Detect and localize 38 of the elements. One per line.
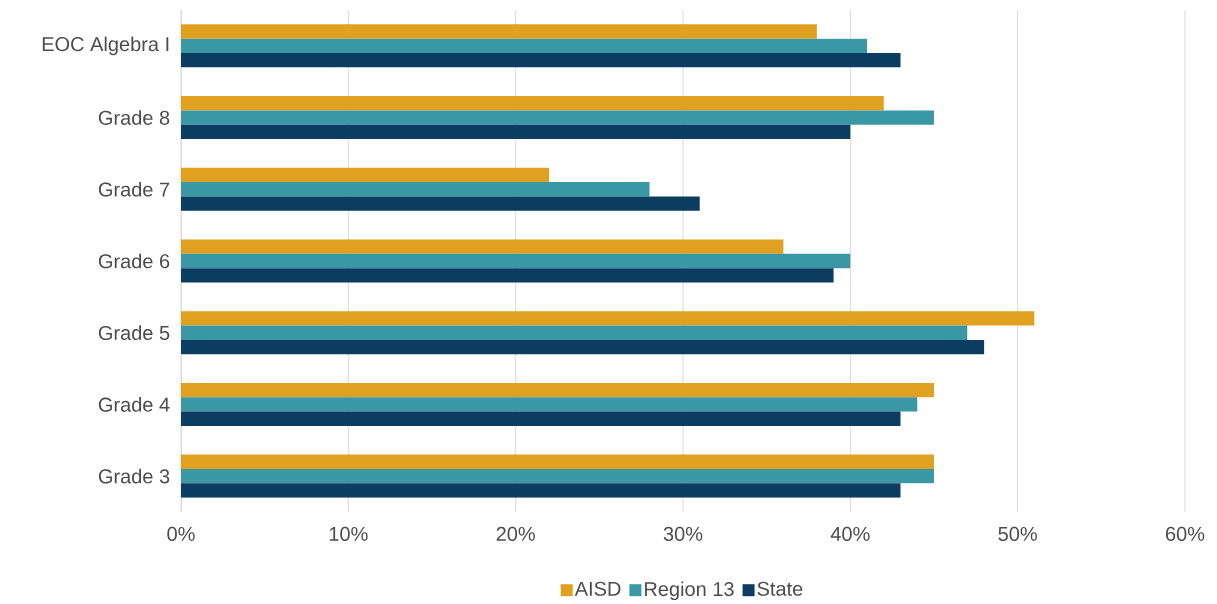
x-tick-label: 20%	[496, 526, 535, 542]
bar	[181, 96, 884, 111]
x-tick-label: 0%	[167, 526, 195, 542]
x-tick-label: 10%	[329, 526, 368, 542]
bar	[181, 325, 968, 340]
bar	[181, 253, 851, 269]
bar	[181, 411, 901, 426]
bar	[181, 454, 934, 469]
bar	[181, 182, 650, 197]
x-tick-label: 40%	[830, 526, 870, 542]
bar	[181, 239, 784, 254]
bar	[181, 339, 985, 355]
legend-label: State	[757, 581, 803, 596]
y-tick-label: Grade 8	[98, 110, 170, 125]
bar	[181, 397, 918, 412]
bar	[181, 110, 934, 125]
legend-label: Region 13	[645, 581, 734, 601]
x-tick-label: 30%	[663, 526, 703, 542]
y-tick-label: Grade 4	[98, 397, 170, 412]
y-tick-label: Grade 6	[98, 253, 170, 269]
bar	[181, 24, 817, 39]
y-tick-label: EOC Algebra I	[42, 36, 169, 56]
bar	[181, 167, 550, 183]
bar	[181, 124, 851, 140]
bar	[181, 268, 834, 283]
bar	[181, 468, 934, 484]
legend-label: AISD	[574, 581, 621, 596]
y-tick-label: Grade 7	[98, 181, 170, 197]
bar	[181, 483, 901, 498]
x-tick-label: 60%	[1165, 526, 1205, 542]
bar	[181, 38, 868, 54]
bar	[181, 196, 700, 211]
bar	[181, 311, 1035, 326]
y-tick-label: Grade 5	[98, 325, 170, 341]
y-tick-label: Grade 3	[98, 468, 170, 484]
bar	[181, 382, 934, 398]
x-tick-label: 50%	[998, 526, 1037, 542]
bar	[181, 53, 901, 68]
